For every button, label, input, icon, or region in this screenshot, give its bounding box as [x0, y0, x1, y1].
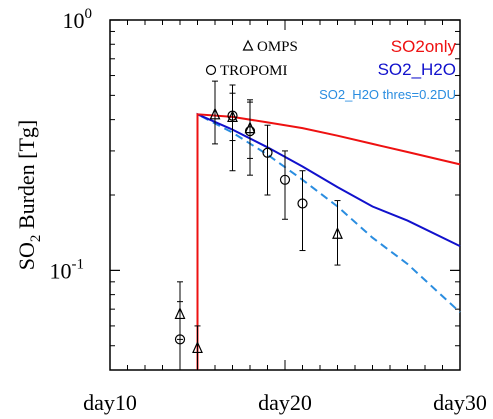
tropomi-marker: [279, 174, 291, 185]
series-line-so2only: [196, 113, 461, 370]
omps-marker: [209, 107, 221, 120]
y-axis-label: SO2 Burden [Tg]: [14, 120, 44, 270]
legend-omps-marker: [242, 39, 254, 51]
series-line-so2-h2o: [196, 112, 461, 370]
x-tick-label: day20: [258, 390, 312, 415]
tropomi-marker: [262, 147, 273, 158]
y-tick-label: 10-1: [50, 256, 85, 283]
tropomi-marker: [297, 198, 308, 209]
tropomi-marker: [174, 334, 186, 345]
tropomi-marker: [227, 110, 238, 121]
y-axis-title: SO2 Burden [Tg]: [14, 120, 44, 270]
plot-area: 100 10-1 day10 day20 day30: [50, 6, 487, 415]
legend: OMPS TROPOMI SO2only SO2_H2O SO2_H2O thres=0…: [205, 37, 457, 102]
x-tick-label: day30: [433, 390, 487, 415]
series-line-so2-h2o-thres-0-2du: [196, 112, 461, 370]
legend-tropomi-marker: [205, 64, 217, 76]
legend-so2only: SO2only: [391, 37, 457, 56]
omps-marker: [192, 340, 203, 354]
legend-omps-label: OMPS: [257, 39, 298, 55]
y-tick-label: 100: [63, 6, 93, 33]
legend-tropomi-label: TROPOMI: [220, 63, 288, 79]
tropomi-marker: [244, 125, 256, 137]
x-tick-label: day10: [83, 390, 137, 415]
legend-so2-h2o-thres-0-2du: SO2_H2O thres=0.2DU: [319, 87, 456, 102]
legend-so2-h2o: SO2_H2O: [378, 60, 456, 79]
omps-marker: [332, 226, 343, 239]
